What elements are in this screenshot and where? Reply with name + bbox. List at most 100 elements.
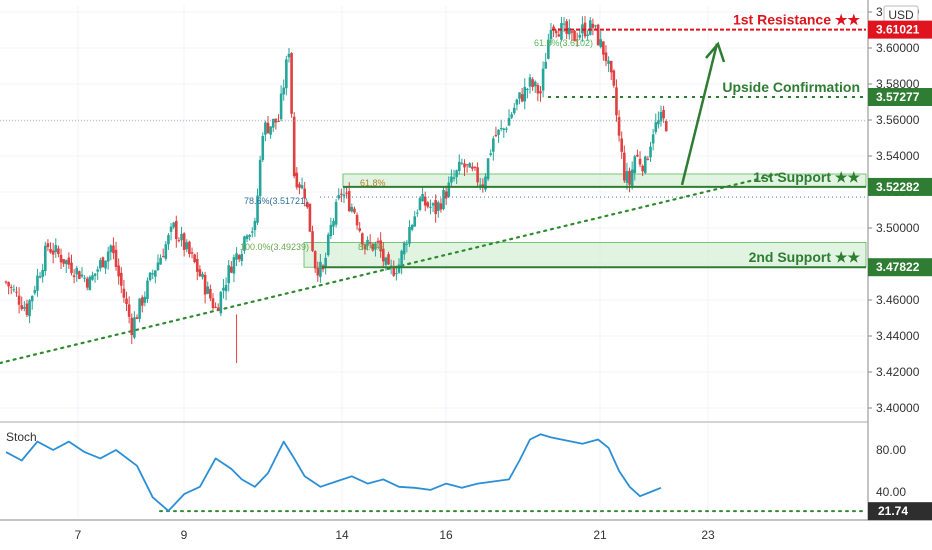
candle-body: [230, 266, 233, 273]
candle-body: [468, 163, 472, 168]
candle-body: [78, 271, 81, 279]
candle-body: [641, 165, 644, 172]
candle-body: [164, 244, 168, 259]
candle-body: [211, 298, 215, 309]
price-badge-text: 3.52282: [876, 180, 920, 194]
candle-body: [101, 257, 105, 268]
ascending-trendline: [0, 172, 781, 365]
candle-body: [188, 241, 191, 254]
fib-label: 88.6%: [358, 242, 384, 252]
candle-body: [319, 261, 322, 277]
arrow-head-icon: [705, 41, 726, 63]
stoch-tick-label: 80.00: [876, 443, 906, 457]
candle-body: [30, 295, 34, 302]
candle-body: [638, 158, 642, 165]
candle-body: [439, 203, 443, 210]
candle-body: [151, 273, 155, 275]
candle-body: [413, 216, 417, 227]
candle-body: [434, 200, 437, 215]
candle-body: [245, 235, 249, 240]
candle-body: [575, 39, 579, 41]
candle-body: [109, 245, 113, 253]
candle-body: [612, 70, 616, 86]
candle-body: [544, 61, 548, 69]
price-badge-confirmation[interactable]: [868, 88, 932, 107]
candle-body: [261, 136, 265, 160]
candle-body: [169, 226, 173, 232]
candle-body: [392, 267, 396, 276]
candle-body: [57, 248, 60, 255]
candle-body: [12, 289, 16, 291]
candle-body: [402, 242, 406, 255]
candle-body: [410, 224, 414, 230]
candle-body: [203, 274, 207, 295]
candle-body: [654, 122, 658, 133]
price-badge-text: 3.61021: [876, 23, 920, 37]
candle-body: [541, 68, 545, 91]
candle-body: [64, 260, 68, 265]
price-axis[interactable]: 3.620003.600003.580003.560003.540003.520…: [868, 5, 920, 415]
candle-body: [227, 265, 230, 284]
time-axis[interactable]: 7 9 14 16 21 23: [75, 528, 715, 542]
candle-body: [46, 243, 50, 248]
candle-body: [397, 264, 401, 273]
candle-body: [374, 243, 377, 250]
candle-body: [505, 128, 508, 130]
candle-body: [159, 257, 162, 265]
candle-body: [350, 206, 354, 212]
candle-body: [549, 29, 553, 40]
candle-body: [316, 267, 320, 276]
candle-body: [332, 221, 335, 227]
currency-label: USD: [888, 8, 914, 22]
candle-body: [408, 227, 411, 244]
candle-body: [586, 34, 589, 36]
candle-body: [591, 23, 595, 28]
candle-body: [201, 273, 204, 278]
price-badge-resistance[interactable]: [868, 20, 932, 39]
candle-body: [23, 307, 26, 309]
candle-body: [41, 269, 44, 277]
candle-body: [49, 248, 52, 253]
candle-body: [636, 154, 639, 157]
candle-body: [539, 91, 542, 94]
candle-body: [62, 259, 65, 264]
candle-body: [421, 193, 424, 202]
candle-body: [455, 170, 458, 178]
candle-body: [285, 59, 288, 89]
candle-body: [625, 171, 629, 183]
candle-body: [588, 20, 592, 35]
candle-body: [258, 159, 262, 197]
candle-body: [25, 303, 29, 315]
price-badge-support[interactable]: [868, 258, 932, 277]
price-badge-support[interactable]: [868, 177, 932, 196]
candle-body: [342, 194, 346, 197]
level-label-confirmation: Upside Confirmation: [722, 79, 860, 95]
candle-body: [185, 242, 189, 250]
candle-body: [476, 167, 479, 183]
stoch-level-badge[interactable]: [868, 502, 932, 521]
candle-body: [326, 234, 330, 256]
candle-body: [447, 182, 451, 197]
candle-body: [44, 245, 47, 272]
candle-body: [232, 257, 236, 274]
candle-body: [51, 250, 55, 255]
candle-body: [83, 277, 86, 279]
candle-body: [209, 288, 212, 299]
candle-body: [306, 202, 309, 208]
candle-body: [324, 257, 327, 268]
candle-body: [337, 195, 341, 199]
candle-body: [489, 153, 492, 156]
trendline-dotted: [0, 172, 781, 365]
fibonacci-labels: 61.8%(3.6102) 78.6%(3.51721) 61.8% 100.0%(3…: [240, 38, 866, 252]
candle-body: [387, 254, 390, 265]
stoch-title: Stoch: [6, 430, 37, 444]
candle-body: [148, 272, 152, 281]
candle-body: [389, 265, 393, 267]
candle-body: [193, 254, 196, 263]
candle-body: [295, 172, 299, 188]
candle-body: [345, 192, 348, 194]
candle-body: [429, 206, 432, 208]
candle-body: [340, 193, 343, 195]
candle-body: [536, 85, 540, 94]
candle-body: [512, 107, 516, 114]
